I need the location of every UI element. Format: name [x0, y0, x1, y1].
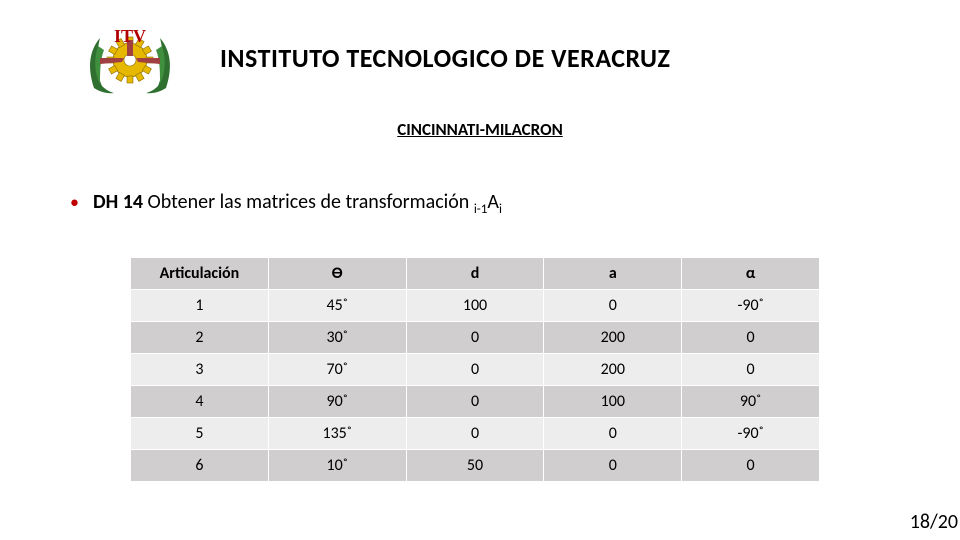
cell: 50 — [406, 450, 544, 482]
dh-table-container: Articulación ϴ d a α 1 45˚ 100 0 -90˚ 2 … — [0, 257, 960, 482]
institution-title: INSTITUTO TECNOLOGICO DE VERACRUZ — [220, 42, 670, 74]
col-header: Articulación — [131, 258, 269, 290]
cell: 0 — [544, 418, 682, 450]
col-header: d — [406, 258, 544, 290]
cell: -90˚ — [682, 418, 820, 450]
svg-text:ITV: ITV — [114, 26, 146, 46]
cell: 3 — [131, 354, 269, 386]
table-row: 6 10˚ 50 0 0 — [131, 450, 820, 482]
cell: 70˚ — [268, 354, 406, 386]
cell: 200 — [544, 322, 682, 354]
cell: 100 — [406, 290, 544, 322]
cell: 1 — [131, 290, 269, 322]
cell: 200 — [544, 354, 682, 386]
step-bullet-line: • DH 14 Obtener las matrices de transfor… — [0, 190, 960, 217]
bullet-icon: • — [70, 191, 79, 213]
cell: 100 — [544, 386, 682, 418]
cell: 0 — [682, 322, 820, 354]
subscript-prefix: i-1 — [474, 202, 488, 217]
cell: 4 — [131, 386, 269, 418]
cell: 45˚ — [268, 290, 406, 322]
table-row: 4 90˚ 0 100 90˚ — [131, 386, 820, 418]
col-header: a — [544, 258, 682, 290]
step-text: DH 14 Obtener las matrices de transforma… — [93, 190, 502, 217]
cell: 90˚ — [268, 386, 406, 418]
table-row: 5 135˚ 0 0 -90˚ — [131, 418, 820, 450]
cell: 0 — [406, 418, 544, 450]
table-row: 1 45˚ 100 0 -90˚ — [131, 290, 820, 322]
table-row: 3 70˚ 0 200 0 — [131, 354, 820, 386]
cell: 0 — [406, 354, 544, 386]
slide-subtitle: CINCINNATI-MILACRON — [0, 119, 960, 140]
col-header: ϴ — [268, 258, 406, 290]
cell: 30˚ — [268, 322, 406, 354]
cell: 0 — [682, 450, 820, 482]
step-label: DH 14 — [93, 190, 143, 214]
cell: 90˚ — [682, 386, 820, 418]
cell: 0 — [406, 322, 544, 354]
cell: 0 — [544, 450, 682, 482]
col-header: α — [682, 258, 820, 290]
cell: 10˚ — [268, 450, 406, 482]
institution-logo: ITV — [80, 20, 180, 95]
step-body: Obtener las matrices de transformación — [143, 190, 474, 214]
header: ITV INSTITUTO TECNOLOGICO DE VERACRUZ — [0, 0, 960, 105]
matrix-symbol: A — [487, 190, 499, 214]
table-row: 2 30˚ 0 200 0 — [131, 322, 820, 354]
cell: 5 — [131, 418, 269, 450]
cell: 0 — [544, 290, 682, 322]
table-header-row: Articulación ϴ d a α — [131, 258, 820, 290]
cell: 135˚ — [268, 418, 406, 450]
page-number: 18/20 — [910, 510, 958, 534]
subscript-suffix: i — [499, 202, 502, 217]
dh-parameters-table: Articulación ϴ d a α 1 45˚ 100 0 -90˚ 2 … — [130, 257, 820, 482]
cell: 6 — [131, 450, 269, 482]
cell: 0 — [406, 386, 544, 418]
cell: 2 — [131, 322, 269, 354]
cell: 0 — [682, 354, 820, 386]
cell: -90˚ — [682, 290, 820, 322]
